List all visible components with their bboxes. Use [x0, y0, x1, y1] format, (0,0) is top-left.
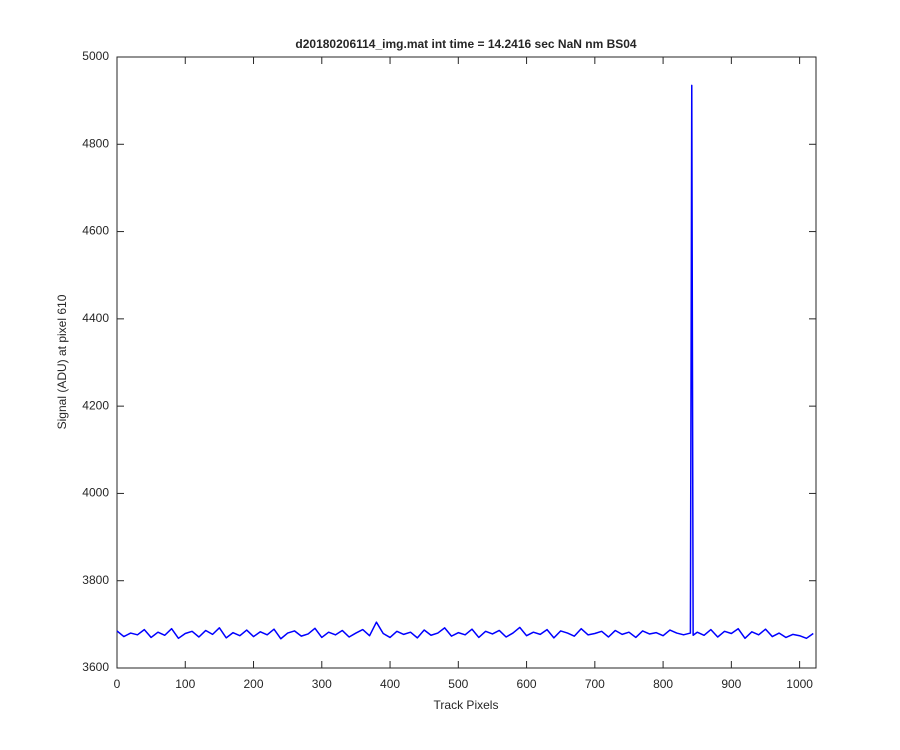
x-tick-label: 200: [244, 677, 264, 691]
y-tick-label: 5000: [82, 49, 109, 63]
y-tick-label: 4800: [82, 136, 109, 150]
x-tick-label: 500: [448, 677, 468, 691]
y-tick-label: 4000: [82, 486, 109, 500]
x-axis-label: Track Pixels: [434, 698, 499, 712]
x-tick-label: 0: [114, 677, 121, 691]
y-tick-label: 3600: [82, 660, 109, 674]
chart-title: d20180206114_img.mat int time = 14.2416 …: [295, 37, 637, 51]
x-tick-label: 700: [585, 677, 605, 691]
y-axis-label: Signal (ADU) at pixel 610: [55, 294, 69, 429]
x-tick-label: 400: [380, 677, 400, 691]
data-line: [116, 84, 814, 640]
y-tick-label: 4200: [82, 398, 109, 412]
y-tick-label: 4600: [82, 224, 109, 238]
y-tick-label: 3800: [82, 573, 109, 587]
x-tick-label: 800: [653, 677, 673, 691]
x-tick-label: 300: [312, 677, 332, 691]
plot-frame: [116, 56, 817, 669]
x-tick-label: 900: [721, 677, 741, 691]
x-tick-label: 100: [175, 677, 195, 691]
x-tick-label: 600: [517, 677, 537, 691]
x-tick-label: 1000: [786, 677, 813, 691]
y-tick-label: 4400: [82, 311, 109, 325]
